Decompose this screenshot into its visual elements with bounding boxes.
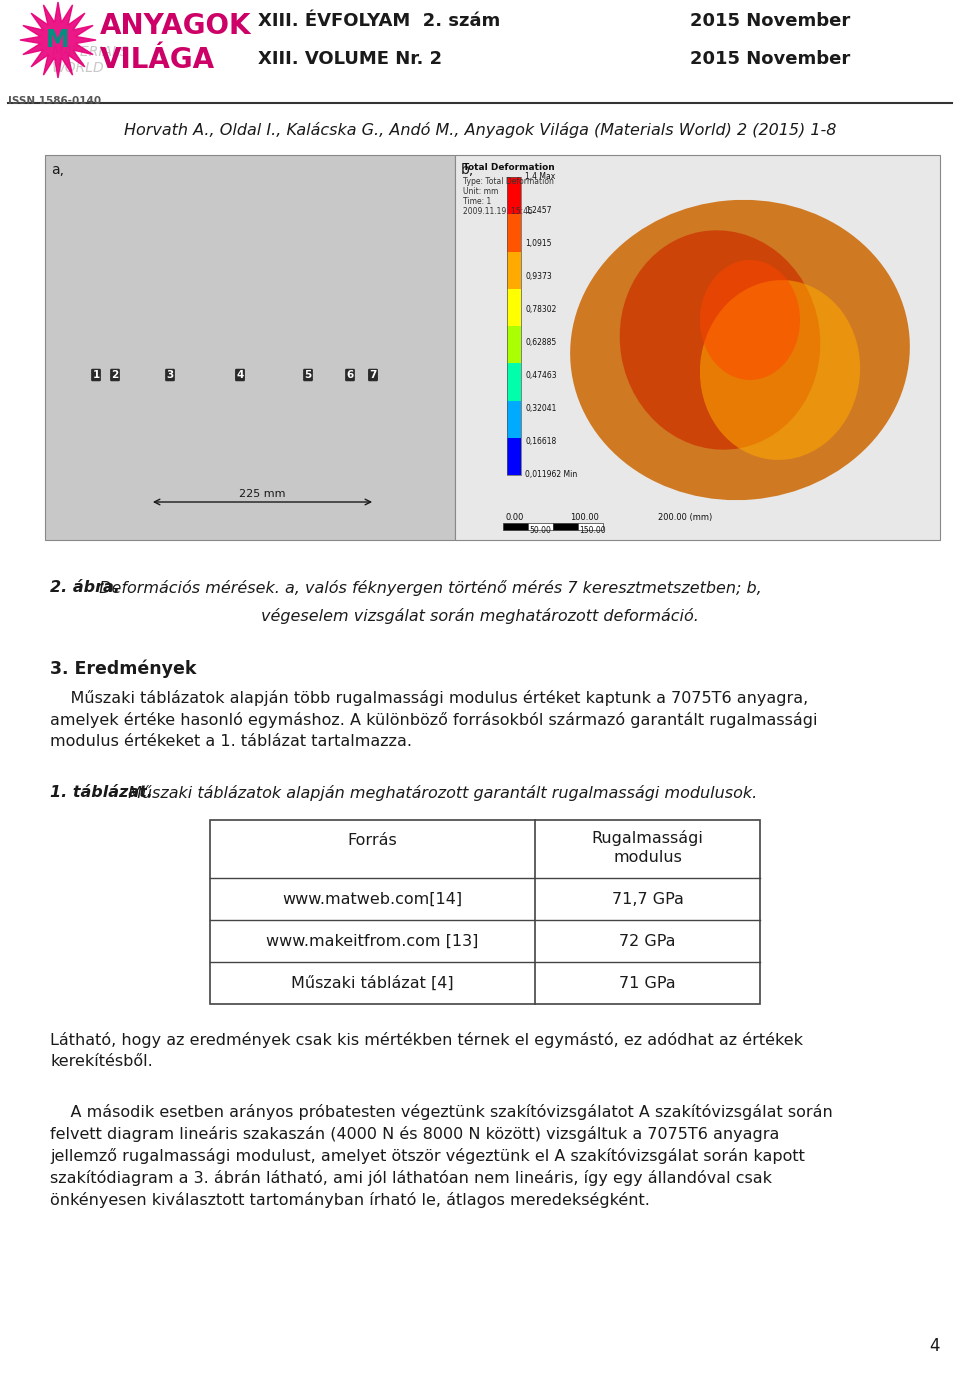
Text: 50.00: 50.00 [529, 526, 551, 535]
Text: XIII. VOLUME Nr. 2: XIII. VOLUME Nr. 2 [258, 50, 443, 68]
Text: 71 GPa: 71 GPa [619, 975, 676, 990]
Bar [507, 215, 521, 252]
Text: 4: 4 [929, 1337, 940, 1355]
Bar [503, 524, 528, 530]
Text: MATERIALS: MATERIALS [52, 44, 130, 60]
Text: 5: 5 [304, 370, 312, 379]
Text: végeselem vizsgálat során meghatározott deformáció.: végeselem vizsgálat során meghatározott … [261, 608, 699, 625]
Text: 6: 6 [347, 370, 353, 379]
Text: 0.00: 0.00 [505, 512, 523, 522]
Text: 1,2457: 1,2457 [525, 205, 551, 215]
Text: felvett diagram lineáris szakaszán (4000 N és 8000 N között) vizsgáltuk a 7075T6: felvett diagram lineáris szakaszán (4000… [50, 1126, 780, 1143]
Text: ISSN 1586-0140: ISSN 1586-0140 [8, 96, 101, 107]
Ellipse shape [700, 260, 800, 379]
Text: 0,9373: 0,9373 [525, 271, 552, 281]
Text: 4: 4 [236, 370, 244, 379]
Text: 0,47463: 0,47463 [525, 371, 557, 379]
Text: Látható, hogy az eredmények csak kis mértékben térnek el egymástó, ez adódhat az: Látható, hogy az eredmények csak kis mér… [50, 1032, 803, 1048]
Text: Total Deformation: Total Deformation [463, 163, 555, 172]
Text: 0,32041: 0,32041 [525, 404, 557, 413]
Text: 1. táblázat.: 1. táblázat. [50, 785, 153, 801]
Text: A második esetben arányos próbatesten végeztünk szakítóvizsgálatot A szakítóvizs: A második esetben arányos próbatesten vé… [50, 1104, 832, 1120]
Text: 0,62885: 0,62885 [525, 338, 556, 348]
Bar [210, 820, 760, 1004]
Text: 2015 November: 2015 November [690, 12, 851, 30]
Text: Műszaki táblázatok alapján meghatározott garantált rugalmassági modulusok.: Műszaki táblázatok alapján meghatározott… [123, 785, 757, 801]
Text: amelyek értéke hasonló egymáshoz. A különböző forrásokból származó garantált rug: amelyek értéke hasonló egymáshoz. A külö… [50, 712, 818, 729]
Text: 1: 1 [92, 370, 100, 379]
Text: Horvath A., Oldal I., Kalácska G., Andó M., Anyagok Világa (Materials World) 2 (: Horvath A., Oldal I., Kalácska G., Andó … [124, 122, 836, 138]
Text: 0,16618: 0,16618 [525, 438, 556, 446]
Text: WORLD: WORLD [52, 61, 105, 75]
Text: 3: 3 [166, 370, 174, 379]
Polygon shape [20, 1, 96, 78]
Text: 100.00: 100.00 [570, 512, 599, 522]
Bar [455, 155, 940, 540]
Text: Forrás: Forrás [348, 832, 397, 848]
Bar [507, 325, 521, 363]
Text: Műszaki táblázat [4]: Műszaki táblázat [4] [291, 975, 454, 990]
Text: önkényesen kiválasztott tartományban írható le, átlagos meredekségként.: önkényesen kiválasztott tartományban írh… [50, 1192, 650, 1208]
Bar [528, 524, 553, 530]
Text: 150.00: 150.00 [580, 526, 607, 535]
Text: Rugalmassági
modulus: Rugalmassági modulus [591, 830, 704, 864]
Text: www.matweb.com[14]: www.matweb.com[14] [282, 892, 463, 907]
Bar [507, 252, 521, 288]
Text: ANYAGOK: ANYAGOK [100, 12, 252, 40]
Text: 1,4 Max: 1,4 Max [525, 173, 555, 181]
Text: modulus értékeket a 1. táblázat tartalmazza.: modulus értékeket a 1. táblázat tartalma… [50, 734, 412, 749]
Text: 3. Eredmények: 3. Eredmények [50, 661, 197, 679]
Bar [553, 524, 578, 530]
Bar [507, 288, 521, 325]
Bar [507, 438, 521, 475]
Text: Deformációs mérések. a, valós féknyergen történő mérés 7 keresztmetszetben; b,: Deformációs mérések. a, valós féknyergen… [94, 580, 761, 596]
Text: 225 mm: 225 mm [239, 489, 286, 499]
Text: 1,0915: 1,0915 [525, 238, 551, 248]
Text: 0,011962 Min: 0,011962 Min [525, 471, 577, 479]
Ellipse shape [620, 230, 820, 450]
Ellipse shape [570, 199, 910, 500]
Text: 2009.11.19. 15:45: 2009.11.19. 15:45 [463, 206, 533, 216]
Text: b,: b, [461, 163, 474, 177]
Text: M: M [46, 28, 70, 53]
Text: a,: a, [51, 163, 64, 177]
Text: 0,78302: 0,78302 [525, 305, 557, 314]
Text: 71,7 GPa: 71,7 GPa [612, 892, 684, 907]
Text: Műszaki táblázatok alapján több rugalmassági modulus értéket kaptunk a 7075T6 an: Műszaki táblázatok alapján több rugalmas… [50, 690, 808, 706]
Bar [507, 400, 521, 438]
Text: Time: 1: Time: 1 [463, 197, 492, 206]
Bar [45, 155, 455, 540]
Bar [507, 363, 521, 400]
Bar [507, 177, 521, 215]
Ellipse shape [700, 280, 860, 460]
Text: 2. ábra.: 2. ábra. [50, 580, 120, 596]
Text: XIII. ÉVFOLYAM  2. szám: XIII. ÉVFOLYAM 2. szám [258, 12, 500, 30]
Text: 7: 7 [370, 370, 376, 379]
Bar [578, 524, 603, 530]
Text: jellemző rugalmassági modulust, amelyet ötször végeztünk el A szakítóvizsgálat s: jellemző rugalmassági modulust, amelyet … [50, 1148, 804, 1163]
Text: 200.00 (mm): 200.00 (mm) [658, 512, 712, 522]
Text: Type: Total Deformation: Type: Total Deformation [463, 177, 554, 186]
Text: kerekítésből.: kerekítésből. [50, 1054, 153, 1069]
Text: 72 GPa: 72 GPa [619, 933, 676, 949]
Text: szakítódiagram a 3. ábrán látható, ami jól láthatóan nem lineáris, így egy állan: szakítódiagram a 3. ábrán látható, ami j… [50, 1170, 772, 1186]
Text: www.makeitfrom.com [13]: www.makeitfrom.com [13] [266, 933, 479, 949]
Text: 2015 November: 2015 November [690, 50, 851, 68]
Bar [507, 177, 521, 475]
Text: 2: 2 [111, 370, 119, 379]
Text: VILÁGA: VILÁGA [100, 46, 215, 73]
Text: Unit: mm: Unit: mm [463, 187, 498, 197]
